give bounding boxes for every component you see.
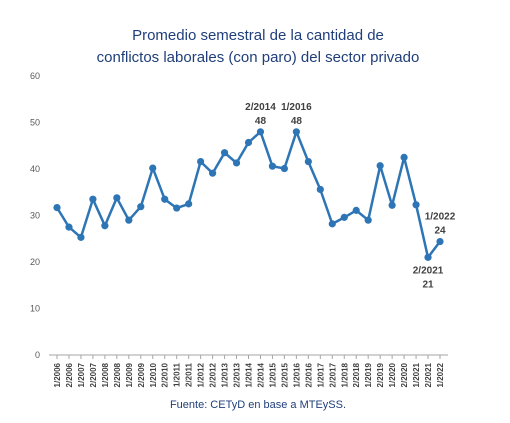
y-tick-label: 10 [30, 304, 40, 314]
x-tick-label: 2/2019 [376, 362, 385, 387]
data-point [400, 153, 408, 161]
x-tick-label: 2/2016 [304, 362, 313, 387]
x-tick-label: 1/2014 [245, 362, 254, 387]
data-point [208, 169, 217, 177]
data-point [173, 204, 181, 212]
x-tick-label: 2/2015 [280, 362, 289, 387]
chart-title-line-1: Promedio semestral de la cantidad de [132, 27, 384, 44]
x-tick-label: 1/2006 [53, 362, 62, 387]
annotation-period: 1/2016 [281, 102, 312, 113]
y-tick-label: 30 [30, 211, 40, 221]
series-points [53, 128, 444, 261]
data-point [316, 185, 324, 194]
x-tick-label: 2/2007 [89, 362, 98, 387]
x-tick-label: 1/2015 [268, 362, 277, 387]
data-point [328, 220, 336, 228]
annotation-value: 24 [434, 226, 446, 237]
data-point [77, 233, 85, 241]
y-tick-label: 0 [35, 350, 40, 360]
x-tick-label: 1/2011 [173, 362, 182, 387]
data-point [244, 138, 253, 147]
data-point [352, 206, 360, 214]
annotation-value: 48 [255, 116, 267, 127]
x-tick-label: 2/2018 [352, 362, 361, 387]
y-tick-label: 60 [30, 71, 40, 81]
y-tick-label: 20 [30, 257, 40, 267]
data-point [424, 253, 432, 261]
data-point [304, 157, 312, 166]
data-point [197, 157, 205, 166]
x-tick-label: 2/2020 [400, 362, 409, 387]
data-point [161, 195, 169, 203]
data-point [340, 213, 348, 221]
x-tick-label: 2/2010 [161, 362, 170, 387]
x-tick-label: 2/2012 [209, 362, 218, 387]
data-point [113, 194, 121, 202]
data-point [376, 162, 384, 170]
annotation-value: 21 [422, 279, 434, 290]
x-tick-label: 1/2008 [101, 362, 110, 387]
x-tick-label: 1/2013 [221, 362, 230, 387]
x-tick-label: 1/2021 [412, 362, 421, 387]
x-tick-label: 1/2017 [316, 362, 325, 387]
x-tick-label: 1/2010 [149, 362, 158, 387]
data-point [268, 162, 277, 170]
x-tick-label: 2/2011 [185, 362, 194, 387]
data-point [53, 203, 61, 212]
data-point [137, 203, 145, 211]
x-tick-label: 1/2012 [197, 362, 206, 387]
annotation-value: 48 [291, 116, 303, 127]
x-tick-label: 2/2021 [424, 362, 433, 387]
series-line [55, 130, 441, 259]
x-tick-label: 2/2008 [113, 362, 122, 387]
x-tick-label: 2/2014 [256, 362, 265, 387]
data-annotations: 2/2014 48 1/2016 48 2/2021 21 1/2022 24 [245, 102, 456, 291]
y-tick-label: 40 [30, 164, 40, 174]
source-note: Fuente: CETyD en base a MTEySS. [170, 399, 346, 411]
x-tick-label: 1/2019 [364, 362, 373, 387]
data-point [256, 128, 265, 136]
data-point [292, 128, 300, 136]
chart-title-line-2: conflictos laborales (con paro) del sect… [97, 49, 420, 66]
x-tick-label: 2/2013 [233, 362, 242, 387]
data-point [220, 149, 229, 157]
data-point [149, 164, 157, 172]
data-point [125, 216, 133, 224]
x-tick-label: 1/2018 [340, 362, 349, 387]
data-point [412, 201, 420, 209]
x-tick-label: 1/2020 [388, 362, 397, 387]
data-point [185, 200, 193, 208]
data-point [364, 216, 372, 224]
x-tick-label: 1/2009 [125, 362, 134, 387]
x-tick-label: 2/2017 [328, 362, 337, 387]
data-point [232, 159, 241, 167]
x-tick-label: 1/2016 [292, 362, 301, 387]
annotation-period: 2/2014 [245, 102, 276, 113]
data-point [388, 201, 396, 209]
y-axis: 0 10 20 30 40 50 60 [30, 71, 40, 360]
annotation-period: 1/2022 [425, 212, 456, 223]
annotation-period: 2/2021 [413, 265, 444, 276]
x-tick-label: 1/2007 [77, 362, 86, 387]
data-point [101, 222, 109, 230]
x-axis: 1/2006 2/2006 1/2007 2/2007 1/2008 2/2008 1/20… [53, 355, 445, 387]
data-point [65, 223, 73, 231]
data-point [89, 195, 97, 203]
data-point [280, 164, 289, 173]
y-tick-label: 50 [30, 118, 40, 128]
data-point [436, 237, 444, 246]
x-tick-label: 1/2022 [436, 362, 445, 387]
x-tick-label: 2/2006 [65, 362, 74, 387]
x-tick-label: 2/2009 [137, 362, 146, 387]
